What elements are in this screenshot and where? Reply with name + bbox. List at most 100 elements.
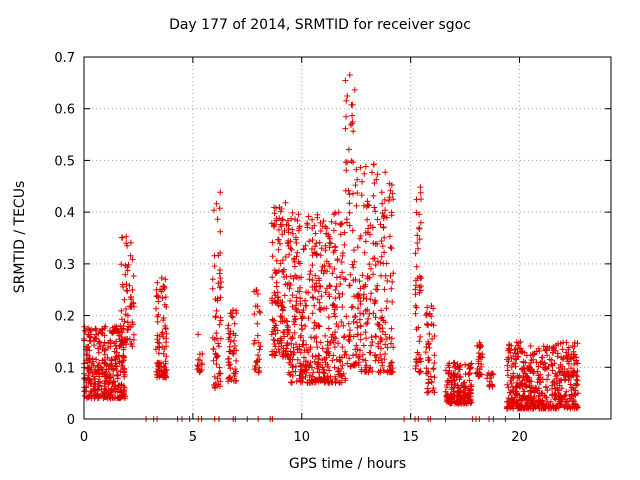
data-point (317, 307, 324, 313)
data-point (382, 351, 389, 357)
data-point (350, 318, 357, 325)
data-point (467, 397, 474, 404)
data-point (507, 349, 514, 356)
data-point (214, 216, 221, 223)
data-point (254, 320, 261, 327)
data-point (309, 246, 315, 252)
data-point (111, 394, 118, 401)
data-point (302, 323, 309, 329)
data-point (332, 209, 339, 216)
data-point (362, 229, 369, 236)
data-point (327, 240, 334, 247)
data-point (372, 357, 379, 364)
data-point (370, 310, 377, 317)
data-point (569, 402, 576, 408)
data-point (414, 349, 421, 356)
data-point (233, 378, 240, 384)
data-point (215, 340, 222, 347)
data-point (356, 278, 363, 285)
data-point (517, 380, 524, 387)
data-point (343, 97, 350, 104)
data-point (377, 351, 384, 358)
data-point (545, 372, 552, 379)
data-point (326, 282, 333, 289)
data-point (573, 405, 580, 412)
data-point (337, 281, 344, 287)
data-point (417, 184, 424, 191)
data-point (389, 190, 396, 197)
data-point (225, 359, 232, 366)
data-point (350, 128, 357, 135)
data-point (102, 323, 109, 330)
data-point (555, 340, 562, 347)
data-point (217, 275, 224, 281)
data-point (305, 315, 312, 322)
data-point (217, 228, 224, 235)
data-point (552, 370, 559, 377)
data-point (296, 225, 302, 232)
data-point (530, 351, 537, 358)
data-point (303, 289, 310, 296)
data-point (573, 380, 579, 387)
data-point (313, 280, 320, 287)
data-point (127, 239, 134, 246)
data-point (343, 167, 350, 174)
data-point (91, 342, 98, 349)
data-point (332, 375, 339, 382)
data-point (127, 324, 134, 331)
data-point (217, 294, 224, 301)
data-point (315, 323, 322, 330)
data-point (350, 264, 357, 271)
data-point (387, 244, 394, 251)
data-point (357, 298, 364, 305)
data-point (163, 335, 170, 342)
data-point (539, 405, 546, 412)
data-point (226, 343, 233, 350)
data-point (361, 291, 367, 298)
data-point (100, 393, 107, 400)
data-point (571, 353, 577, 360)
data-point (519, 366, 526, 373)
data-point (568, 365, 574, 372)
data-point (280, 329, 287, 336)
data-point (346, 191, 353, 198)
data-point (163, 353, 170, 360)
data-point (102, 351, 108, 358)
data-point (255, 339, 262, 346)
data-point (431, 352, 438, 359)
data-point (301, 246, 307, 252)
data-point (347, 122, 354, 128)
data-point (574, 381, 581, 388)
data-point (455, 398, 461, 405)
data-point (375, 321, 382, 328)
data-point (273, 269, 280, 276)
data-point (299, 309, 306, 316)
data-point (464, 394, 471, 401)
data-point (272, 322, 279, 329)
data-point (326, 293, 333, 300)
data-point (365, 315, 372, 322)
data-point (273, 257, 280, 264)
data-point (412, 365, 419, 372)
data-point (276, 204, 283, 211)
data-point (389, 278, 396, 285)
data-point (275, 246, 282, 253)
data-point (430, 366, 437, 373)
data-point (288, 215, 295, 222)
data-point (275, 236, 281, 243)
data-point (214, 375, 221, 382)
data-point (476, 372, 483, 379)
data-point (314, 361, 321, 368)
data-point (539, 397, 546, 404)
data-point (333, 356, 340, 363)
data-point (229, 314, 236, 321)
data-point (279, 318, 286, 325)
data-point (412, 302, 419, 309)
data-point (422, 312, 429, 318)
data-point (289, 356, 296, 363)
data-point (318, 376, 325, 383)
data-point (357, 164, 364, 171)
data-point (340, 322, 347, 329)
data-point (388, 245, 395, 252)
data-point (429, 335, 436, 342)
